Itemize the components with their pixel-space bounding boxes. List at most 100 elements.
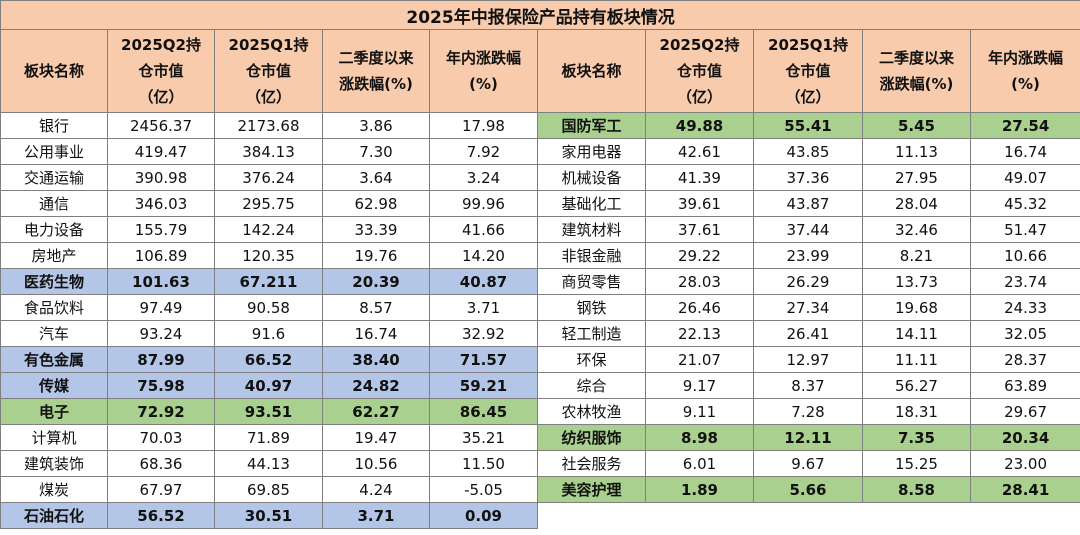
header-text-line: 仓市值 bbox=[676, 62, 722, 80]
left-q2-value-cell: 155.79 bbox=[107, 216, 215, 243]
left-sector-name-cell: 食品饮料 bbox=[0, 294, 108, 321]
right-sector-name-cell: 建筑材料 bbox=[537, 216, 646, 243]
left-q2-value-cell: 419.47 bbox=[107, 138, 215, 165]
left-ytd-change-cell: 17.98 bbox=[429, 112, 538, 139]
right-ytd-change-cell: 29.67 bbox=[969, 398, 1080, 425]
right-q1-value-cell: 7.28 bbox=[753, 398, 863, 425]
right-sector-name-cell: 机械设备 bbox=[537, 164, 646, 191]
right-ytd-change-cell: 23.74 bbox=[969, 268, 1080, 295]
right-ytd-change-cell: 49.07 bbox=[969, 164, 1080, 191]
right-q1-value-cell: 12.11 bbox=[753, 424, 863, 451]
table-title: 2025年中报保险产品持有板块情况 bbox=[0, 0, 1080, 30]
left-sector-name-cell: 医药生物 bbox=[0, 268, 108, 295]
right-q1-value-cell: 23.99 bbox=[753, 242, 863, 269]
left-q2-value-cell: 346.03 bbox=[107, 190, 215, 217]
right-sector-name-header: 板块名称 bbox=[537, 29, 646, 113]
header-text-line: 年内涨跌幅 bbox=[988, 49, 1064, 67]
left-ytd-change-cell: 59.21 bbox=[429, 372, 538, 399]
left-q2-value-cell: 2456.37 bbox=[107, 112, 215, 139]
left-sector-name-cell: 通信 bbox=[0, 190, 108, 217]
right-ytd-change-cell: 32.05 bbox=[969, 320, 1080, 347]
left-sector-name-cell: 公用事业 bbox=[0, 138, 108, 165]
right-q1-value-cell: 26.41 bbox=[753, 320, 863, 347]
left-sector-name-cell: 汽车 bbox=[0, 320, 108, 347]
right-q1-value-cell: 37.36 bbox=[753, 164, 863, 191]
left-ytd-change-cell: 7.92 bbox=[429, 138, 538, 165]
right-q2-change-cell: 19.68 bbox=[862, 294, 971, 321]
right-q2-change-cell: 11.13 bbox=[862, 138, 971, 165]
left-sector-name-cell: 建筑装饰 bbox=[0, 450, 108, 477]
right-q2-value-cell: 1.89 bbox=[645, 476, 754, 503]
right-q2-change-cell: 5.45 bbox=[862, 112, 971, 139]
right-q1-value-cell: 55.41 bbox=[753, 112, 863, 139]
right-ytd-change-cell: 28.37 bbox=[969, 346, 1080, 373]
right-sector-name-cell: 非银金融 bbox=[537, 242, 646, 269]
right-ytd-change-cell: 45.32 bbox=[969, 190, 1080, 217]
left-ytd-change-cell: 41.66 bbox=[429, 216, 538, 243]
left-sector-name-cell: 电子 bbox=[0, 398, 108, 425]
table-row: 有色金属 87.99 66.52 38.40 71.57 环保 21.07 12.97 11.1… bbox=[0, 346, 1080, 373]
left-q2-change-cell: 24.82 bbox=[322, 372, 430, 399]
left-q2-change-cell: 38.40 bbox=[322, 346, 430, 373]
right-q1-value-cell: 9.67 bbox=[753, 450, 863, 477]
left-q2-value-cell: 93.24 bbox=[107, 320, 215, 347]
left-q2-change-cell: 33.39 bbox=[322, 216, 430, 243]
left-q2-change-cell: 20.39 bbox=[322, 268, 430, 295]
table-row: 银行 2456.37 2173.68 3.86 17.98 国防军工 49.88 55.41 5… bbox=[0, 112, 1080, 139]
header-text-line: 仓市值 bbox=[245, 62, 291, 80]
left-q2-value-cell: 67.97 bbox=[107, 476, 215, 503]
left-q2-change-cell: 19.76 bbox=[322, 242, 430, 269]
right-ytd-change-cell: 10.66 bbox=[969, 242, 1080, 269]
left-q1-value-cell: 67.211 bbox=[214, 268, 323, 295]
right-q2-value-cell: 41.39 bbox=[645, 164, 754, 191]
left-q1-value-cell: 44.13 bbox=[214, 450, 323, 477]
table-row: 公用事业 419.47 384.13 7.30 7.92 家用电器 42.61 43.85 11… bbox=[0, 138, 1080, 165]
left-q1-value-cell: 295.75 bbox=[214, 190, 323, 217]
left-sector-name-cell: 计算机 bbox=[0, 424, 108, 451]
right-q2-change-cell: 14.11 bbox=[862, 320, 971, 347]
right-q2-value-cell: 22.13 bbox=[645, 320, 754, 347]
left-q2-change-cell: 19.47 bbox=[322, 424, 430, 451]
right-ytd-change-cell: 63.89 bbox=[969, 372, 1080, 399]
table-row: 通信 346.03 295.75 62.98 99.96 基础化工 39.61 43.87 28… bbox=[0, 190, 1080, 217]
left-q2-value-cell: 87.99 bbox=[107, 346, 215, 373]
right-q1-value-cell: 5.66 bbox=[753, 476, 863, 503]
left-q1-value-cell: 376.24 bbox=[214, 164, 323, 191]
left-q2-change-cell: 10.56 bbox=[322, 450, 430, 477]
left-q1-value-cell: 384.13 bbox=[214, 138, 323, 165]
left-sector-name-cell: 银行 bbox=[0, 112, 108, 139]
header-text-line: 板块名称 bbox=[23, 62, 84, 80]
right-q2-value-header: 2025Q2持 仓市值 （亿） bbox=[645, 29, 754, 113]
right-ytd-change-cell: 28.41 bbox=[969, 476, 1080, 503]
empty-cell bbox=[537, 502, 1080, 529]
left-q2-value-header: 2025Q2持 仓市值 （亿） bbox=[107, 29, 215, 113]
right-q2-change-cell: 11.11 bbox=[862, 346, 971, 373]
left-ytd-change-header: 年内涨跌幅 (%) bbox=[429, 29, 538, 113]
header-text-line: （亿） bbox=[138, 88, 184, 106]
right-q2-change-cell: 7.35 bbox=[862, 424, 971, 451]
right-q2-value-cell: 9.17 bbox=[645, 372, 754, 399]
left-ytd-change-cell: 11.50 bbox=[429, 450, 538, 477]
table-row: 传媒 75.98 40.97 24.82 59.21 综合 9.17 8.37 56.27 63.… bbox=[0, 372, 1080, 399]
table-row: 计算机 70.03 71.89 19.47 35.21 纺织服饰 8.98 12.11 7.35… bbox=[0, 424, 1080, 451]
left-q2-change-cell: 62.98 bbox=[322, 190, 430, 217]
header-text-line: （亿） bbox=[785, 88, 831, 106]
right-q2-value-cell: 8.98 bbox=[645, 424, 754, 451]
right-ytd-change-cell: 20.34 bbox=[969, 424, 1080, 451]
right-sector-name-cell: 纺织服饰 bbox=[537, 424, 646, 451]
header-text-line: 2025Q1持 bbox=[228, 36, 309, 54]
left-q2-value-cell: 390.98 bbox=[107, 164, 215, 191]
right-q1-value-cell: 12.97 bbox=[753, 346, 863, 373]
right-q2-value-cell: 29.22 bbox=[645, 242, 754, 269]
right-sector-name-cell: 钢铁 bbox=[537, 294, 646, 321]
left-q2-change-cell: 4.24 bbox=[322, 476, 430, 503]
header-text-line: 年内涨跌幅 bbox=[445, 49, 521, 67]
right-q2-value-cell: 21.07 bbox=[645, 346, 754, 373]
left-q2-value-cell: 68.36 bbox=[107, 450, 215, 477]
right-q2-value-cell: 37.61 bbox=[645, 216, 754, 243]
left-ytd-change-cell: 35.21 bbox=[429, 424, 538, 451]
header-text-line: (%) bbox=[1011, 75, 1040, 93]
right-q1-value-cell: 43.87 bbox=[753, 190, 863, 217]
header-text-line: 二季度以来 bbox=[878, 49, 954, 67]
right-q2-change-header: 二季度以来 涨跌幅(%) bbox=[862, 29, 971, 113]
